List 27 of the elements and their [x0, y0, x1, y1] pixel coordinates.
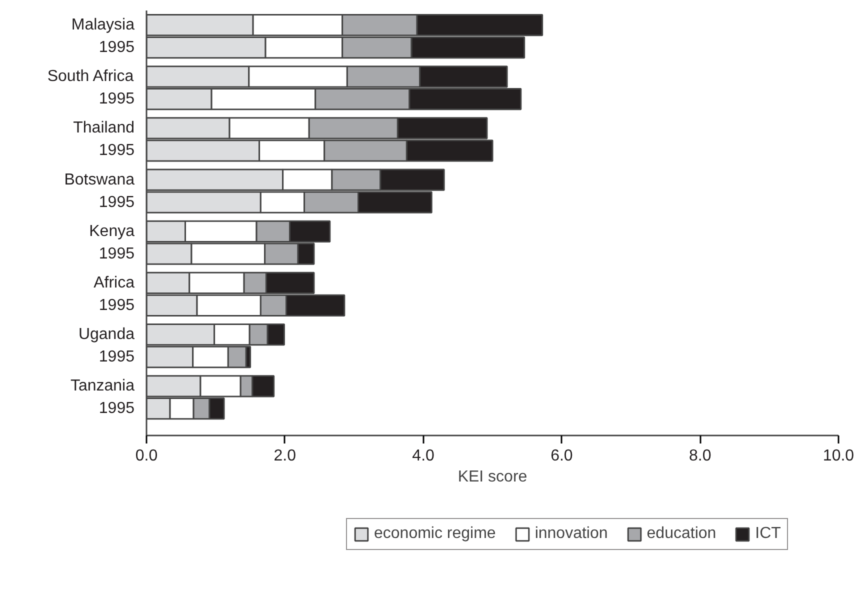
x-tick-label: 8.0 [688, 448, 712, 464]
y-tick-label: South Africa [47, 68, 134, 86]
y-tick-label: Tanzania [70, 378, 135, 395]
y-tick-label: 1995 [98, 245, 135, 262]
legend-label: innovation [534, 525, 608, 543]
y-tick-label: Botswana [64, 171, 135, 188]
y-tick-label: 1995 [98, 142, 135, 160]
x-tick-label: 2.0 [274, 448, 296, 464]
x-tick-label: 10.0 [822, 448, 854, 464]
x-tick-label: 0.0 [135, 448, 158, 464]
y-tick-label: Africa [94, 274, 135, 292]
x-tick-label: 6.0 [550, 448, 573, 464]
y-tick-label: Kenya [89, 222, 135, 240]
x-axis-title: KEI score [458, 468, 528, 486]
legend-label: ICT [755, 525, 781, 543]
y-tick-label: 1995 [98, 194, 135, 211]
y-tick-label: Malaysia [71, 16, 135, 34]
y-tick-label: 1995 [98, 39, 135, 56]
x-tick-label: 4.0 [412, 448, 435, 464]
legend-label: economic regime [374, 525, 496, 543]
y-tick-label: 1995 [98, 400, 135, 418]
y-tick-label: Thailand [73, 120, 134, 137]
y-tick-label: 1995 [98, 296, 135, 314]
y-tick-label: Uganda [78, 326, 135, 344]
y-tick-label: 1995 [98, 90, 135, 108]
legend-label: education [646, 525, 716, 543]
y-tick-label: 1995 [98, 348, 135, 366]
